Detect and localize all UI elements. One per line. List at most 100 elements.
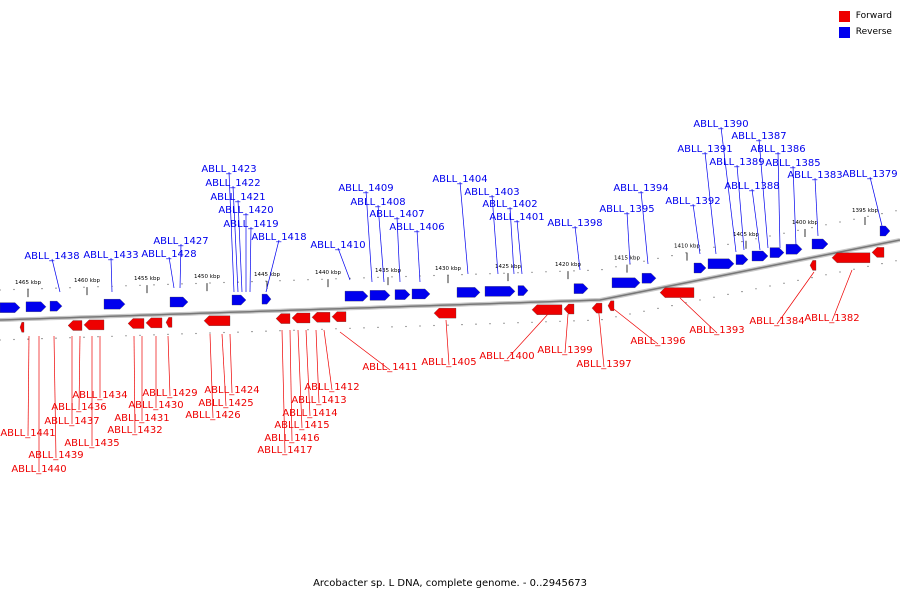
kbp-label: 1405 kbp	[733, 232, 759, 238]
guide-dot	[601, 319, 603, 321]
guide-dot	[769, 285, 771, 287]
guide-dot	[251, 281, 253, 283]
guide-dot	[97, 336, 99, 338]
gene-label: ABLL_1415	[274, 420, 329, 431]
gene-label: ABLL_1405	[421, 357, 476, 368]
kbp-label: 1420 kbp	[555, 262, 581, 268]
leader-line	[209, 333, 214, 419]
gene-label: ABLL_1425	[198, 398, 253, 409]
guide-dot	[755, 238, 757, 240]
gene-arrow	[0, 302, 21, 313]
guide-dot	[83, 286, 85, 288]
guide-dot	[783, 232, 785, 234]
guide-dot	[433, 274, 435, 277]
guide-dot	[167, 333, 169, 335]
legend-swatch-reverse	[838, 26, 850, 38]
guide-dot	[195, 282, 197, 285]
gene-arrow	[871, 247, 885, 258]
guide-dot	[0, 289, 1, 291]
leader-line	[265, 239, 280, 293]
guide-dot	[783, 282, 785, 284]
gene-label: ABLL_1400	[479, 351, 534, 362]
kbp-label: 1400 kbp	[792, 220, 818, 226]
guide-dot	[671, 305, 673, 307]
gene-arrow	[517, 285, 529, 296]
guide-dot	[503, 322, 505, 324]
guide-dot	[391, 326, 393, 328]
leader-line	[228, 171, 235, 293]
leader-line	[237, 199, 243, 293]
guide-dot	[643, 260, 645, 262]
gene-labels: ABLL_1438 ABLL_1433 ABLL_1428 ABLL_1427 ABLL…	[0, 119, 897, 475]
gene-label: ABLL_1431	[114, 413, 169, 424]
legend-item-forward: Forward	[838, 8, 892, 24]
gene-label: ABLL_1426	[185, 410, 240, 421]
gene-arrow	[484, 286, 516, 297]
guide-dot	[475, 273, 477, 275]
gene-arrow	[879, 225, 891, 237]
guide-dot	[293, 279, 295, 281]
leader-line	[626, 211, 631, 265]
guide-dot	[153, 334, 155, 336]
guide-dot	[167, 283, 169, 285]
guide-dot	[181, 333, 183, 335]
kbp-label: 1455 kbp	[134, 276, 160, 282]
gene-label: ABLL_1401	[489, 212, 544, 223]
gene-label: ABLL_1410	[310, 240, 365, 251]
gene-label: ABLL_1422	[205, 178, 260, 189]
guide-dot	[685, 252, 687, 254]
kbp-label: 1410 kbp	[674, 244, 700, 250]
gene-label: ABLL_1406	[389, 222, 444, 233]
leader-line	[679, 297, 718, 334]
guide-dot	[825, 274, 827, 276]
gene-label: ABLL_1386	[750, 144, 805, 155]
guide-dot	[69, 337, 71, 339]
guide-dot	[293, 329, 295, 331]
guide-dot	[223, 281, 225, 284]
gene-arrow	[659, 287, 695, 298]
guide-dot	[125, 285, 127, 287]
gene-label: ABLL_1435	[64, 438, 119, 449]
gene-label: ABLL_1408	[350, 197, 405, 208]
leader-line	[509, 206, 515, 275]
gene-label: ABLL_1433	[83, 250, 138, 261]
guide-dot	[503, 272, 505, 274]
leader-line	[814, 177, 819, 237]
gene-label: ABLL_1412	[304, 382, 359, 393]
gene-arrow	[394, 289, 411, 300]
guide-dot	[489, 273, 491, 275]
guide-dot	[671, 255, 673, 257]
leader-line	[396, 216, 401, 283]
gene-arrow	[83, 319, 105, 331]
gene-label: ABLL_1390	[693, 119, 748, 130]
guide-dot	[573, 270, 575, 272]
guide-dot	[83, 336, 85, 338]
gene-label: ABLL_1438	[24, 251, 79, 262]
guide-dot	[41, 338, 43, 340]
guide-dot	[377, 276, 379, 278]
leader-line	[305, 329, 311, 417]
guide-dot	[867, 215, 869, 217]
guide-dot	[489, 323, 491, 325]
guide-dot	[125, 335, 127, 337]
gene-arrow	[607, 300, 615, 311]
gene-label: ABLL_1423	[201, 164, 256, 175]
gene-label: ABLL_1440	[11, 464, 66, 475]
guide-dot	[811, 227, 813, 229]
guide-dot	[895, 260, 897, 262]
guide-dot	[699, 299, 701, 301]
guide-dot	[13, 338, 15, 341]
guide-dot	[265, 330, 267, 332]
guide-dot	[615, 266, 617, 268]
kbp-label: 1435 kbp	[375, 268, 401, 274]
leader-line	[609, 305, 659, 345]
guide-dot	[307, 279, 309, 281]
gene-arrow	[769, 247, 785, 258]
guide-dot	[461, 274, 463, 276]
legend-label-reverse: Reverse	[855, 27, 892, 37]
gene-label: ABLL_1427	[153, 236, 208, 247]
gene-label: ABLL_1395	[599, 204, 654, 215]
gene-label: ABLL_1417	[257, 445, 312, 456]
guide-dot	[335, 328, 337, 330]
guide-dot	[321, 328, 323, 330]
